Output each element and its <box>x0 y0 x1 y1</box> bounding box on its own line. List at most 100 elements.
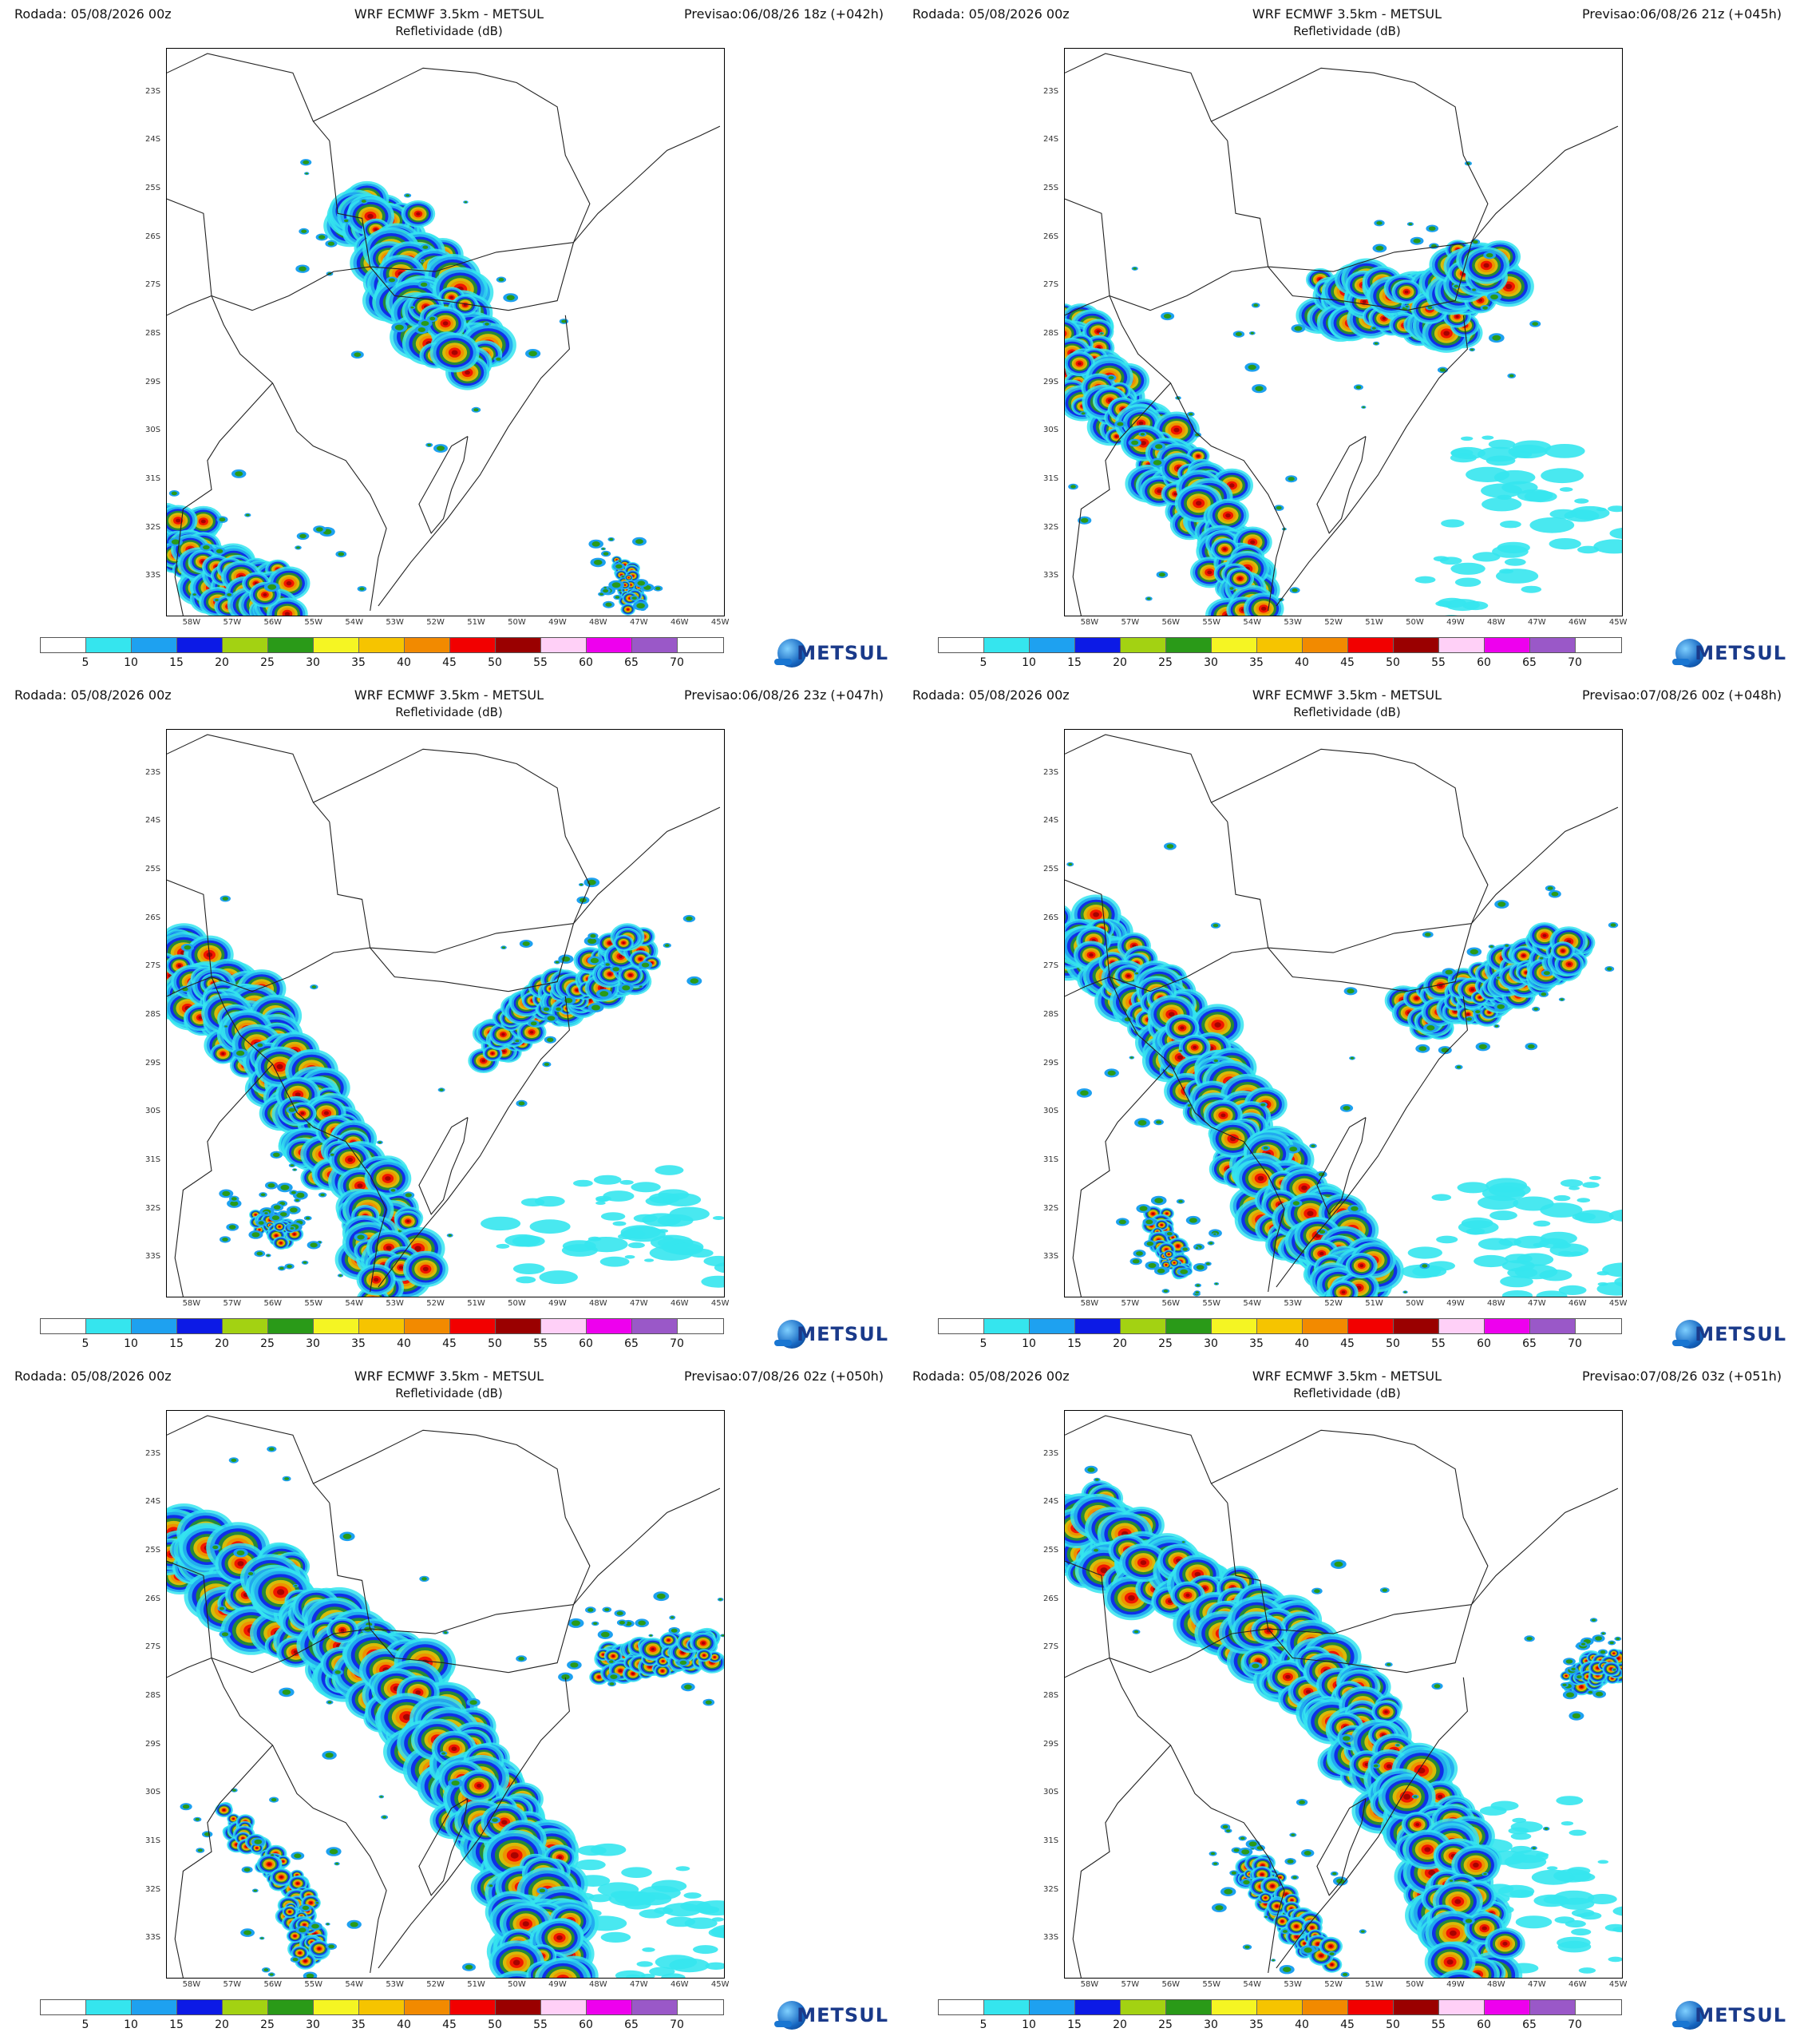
lat-tick-label: 32S <box>145 523 160 532</box>
lon-tick-label: 51W <box>467 1299 485 1308</box>
lon-tick-label: 51W <box>467 618 485 627</box>
lon-tick-label: 51W <box>467 1980 485 1989</box>
lon-tick-label: 51W <box>1365 1299 1383 1308</box>
lon-tick-label: 50W <box>1406 618 1424 627</box>
colorbar <box>938 637 1622 653</box>
lon-tick-label: 58W <box>1081 1980 1099 1989</box>
lon-tick-label: 47W <box>630 1980 648 1989</box>
lon-tick-label: 52W <box>1324 618 1343 627</box>
lon-tick-label: 49W <box>1446 1980 1465 1989</box>
colorbar-swatch <box>1075 638 1121 652</box>
lon-tick-label: 53W <box>1284 1980 1302 1989</box>
lat-tick-label: 32S <box>145 1885 160 1894</box>
lat-tick-label: 25S <box>1043 865 1058 873</box>
colorbar-label: 70 <box>670 2018 684 2031</box>
colorbar-swatch <box>314 638 359 652</box>
colorbar-label: 70 <box>670 1337 684 1350</box>
lat-tick-label: 26S <box>145 913 160 922</box>
run-label: Rodada: 05/08/2026 00z <box>14 6 172 22</box>
colorbar-label: 55 <box>533 1337 548 1350</box>
lon-tick-label: 55W <box>1202 1980 1220 1989</box>
field-title: Refletividade (dB) <box>898 24 1796 38</box>
lon-tick-label: 57W <box>1122 1980 1140 1989</box>
colorbar-label: 45 <box>1340 2018 1355 2031</box>
logo-text: METSUL <box>1695 642 1786 664</box>
colorbar <box>938 1318 1622 1334</box>
field-title: Refletividade (dB) <box>0 705 898 719</box>
metsul-logo: METSUL <box>774 2001 888 2030</box>
colorbar-label: 35 <box>1249 1337 1264 1350</box>
colorbar-swatch <box>223 638 268 652</box>
reflectivity-map <box>1065 1415 1622 1978</box>
lat-tick-label: 29S <box>145 1059 160 1068</box>
lon-tick-label: 49W <box>548 618 567 627</box>
colorbar-label: 55 <box>1431 1337 1446 1350</box>
lon-tick-label: 48W <box>1487 618 1505 627</box>
lon-tick-label: 48W <box>589 618 607 627</box>
colorbar-swatch <box>587 638 632 652</box>
model-title: WRF ECMWF 3.5km - METSUL <box>898 687 1796 703</box>
colorbar-swatch <box>1394 638 1439 652</box>
colorbar-swatch <box>41 1319 86 1333</box>
colorbar-label: 55 <box>533 656 548 669</box>
colorbar-label: 25 <box>260 656 275 669</box>
lon-tick-label: 57W <box>1122 1299 1140 1308</box>
colorbar-swatch <box>1303 638 1348 652</box>
lon-tick-label: 57W <box>1122 618 1140 627</box>
colorbar-label: 40 <box>397 1337 411 1350</box>
run-label: Rodada: 05/08/2026 00z <box>14 687 172 703</box>
colorbar-label: 60 <box>1477 1337 1491 1350</box>
colorbar-swatch <box>405 1319 450 1333</box>
model-title: WRF ECMWF 3.5km - METSUL <box>0 687 898 703</box>
field-title: Refletividade (dB) <box>898 705 1796 719</box>
lon-tick-label: 46W <box>671 1299 689 1308</box>
colorbar-swatch <box>223 1319 268 1333</box>
lon-tick-label: 53W <box>386 1980 404 1989</box>
lon-tick-label: 48W <box>1487 1980 1505 1989</box>
forecast-time: Previsao:07/08/26 03z (+051h) <box>1582 1369 1782 1384</box>
colorbar-label: 10 <box>1022 1337 1036 1350</box>
lat-tick-label: 27S <box>1043 961 1058 970</box>
colorbar-label: 35 <box>1249 656 1264 669</box>
colorbar-label: 35 <box>351 2018 366 2031</box>
colorbar-swatch <box>450 1319 496 1333</box>
forecast-time: Previsao:07/08/26 00z (+048h) <box>1582 687 1782 703</box>
colorbar-label: 30 <box>1204 1337 1218 1350</box>
lon-tick-label: 56W <box>263 1299 282 1308</box>
colorbar-label: 40 <box>1295 656 1309 669</box>
colorbar-label: 40 <box>1295 2018 1309 2031</box>
lat-tick-label: 26S <box>1043 913 1058 922</box>
lon-tick-label: 58W <box>183 1980 201 1989</box>
lat-tick-label: 23S <box>1043 1449 1058 1458</box>
lat-tick-label: 30S <box>145 426 160 434</box>
lat-tick-label: 31S <box>145 1836 160 1845</box>
field-title: Refletividade (dB) <box>0 24 898 38</box>
metsul-logo: METSUL <box>774 639 888 667</box>
colorbar-label: 50 <box>488 656 502 669</box>
forecast-time: Previsao:06/08/26 23z (+047h) <box>684 687 884 703</box>
colorbar-label: 15 <box>169 2018 184 2031</box>
lat-tick-label: 32S <box>145 1204 160 1213</box>
colorbar-label: 65 <box>1522 2018 1537 2031</box>
colorbar-swatch <box>1439 1319 1485 1333</box>
lon-tick-label: 50W <box>508 1980 526 1989</box>
colorbar-swatch <box>1303 2000 1348 2014</box>
colorbar-swatch <box>1166 1319 1212 1333</box>
lat-tick-label: 28S <box>145 1010 160 1019</box>
forecast-panel: Rodada: 05/08/2026 00z WRF ECMWF 3.5km - … <box>898 681 1796 1362</box>
colorbar-label: 35 <box>1249 2018 1264 2031</box>
logo-text: METSUL <box>797 642 888 664</box>
colorbar-swatch <box>177 638 223 652</box>
lat-tick-label: 27S <box>1043 1642 1058 1651</box>
lat-tick-label: 31S <box>1043 1836 1058 1845</box>
colorbar-label: 30 <box>306 2018 320 2031</box>
lat-tick-label: 32S <box>1043 1885 1058 1894</box>
lat-tick-label: 30S <box>1043 1788 1058 1796</box>
colorbar-swatch <box>1485 1319 1530 1333</box>
lat-tick-label: 25S <box>145 184 160 192</box>
lat-tick-label: 27S <box>145 1642 160 1651</box>
metsul-logo: METSUL <box>1672 639 1786 667</box>
logo-text: METSUL <box>1695 1323 1786 1345</box>
lon-tick-label: 50W <box>1406 1299 1424 1308</box>
colorbar-swatch <box>1439 638 1485 652</box>
